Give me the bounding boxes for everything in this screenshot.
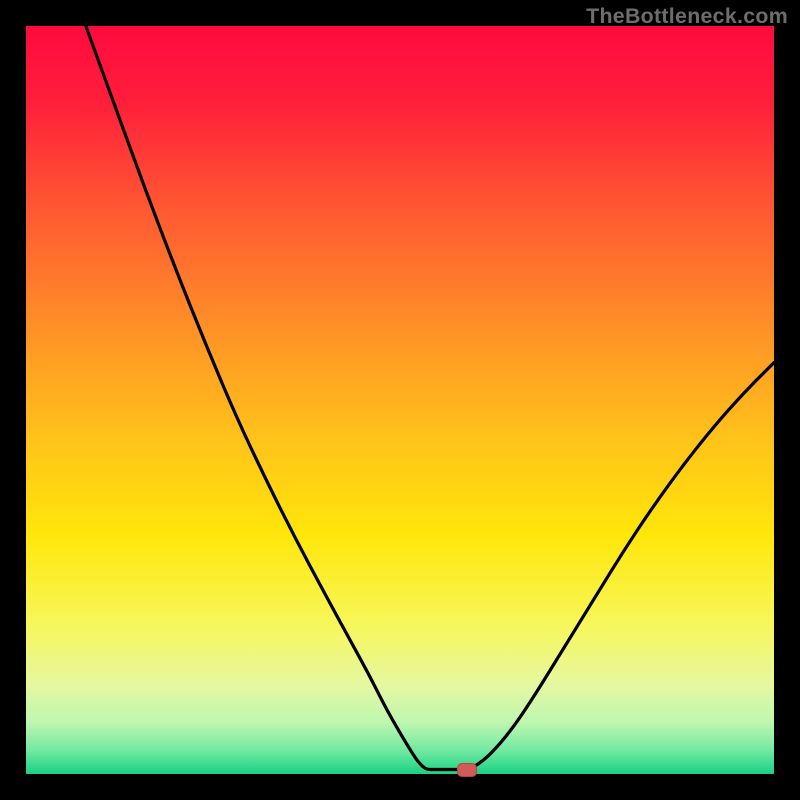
watermark-text: TheBottleneck.com <box>586 4 788 29</box>
plot-area <box>26 26 774 774</box>
curve-svg <box>26 26 774 774</box>
bottleneck-curve <box>86 26 774 770</box>
optimum-marker <box>457 763 477 777</box>
chart-frame: TheBottleneck.com <box>0 0 800 800</box>
